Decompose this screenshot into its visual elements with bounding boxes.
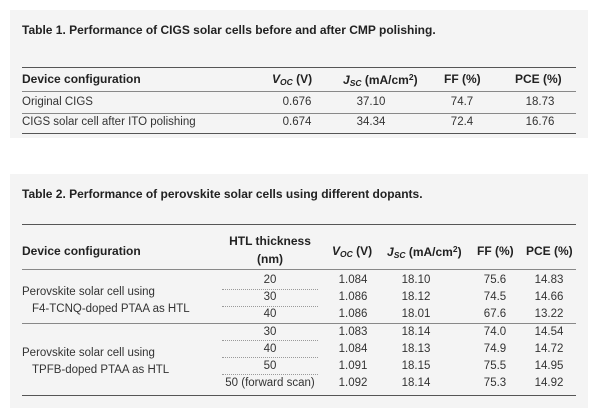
jsc-cell: 18.14 bbox=[401, 377, 431, 389]
pce-cell: 14.95 bbox=[534, 360, 564, 372]
pce-cell: 14.72 bbox=[534, 343, 564, 355]
voc-cell: 0.674 bbox=[282, 116, 312, 128]
row-divider bbox=[222, 340, 318, 341]
table-2-header-pce: PCE (%) bbox=[526, 244, 573, 258]
table-2: Table 2. Performance of perovskite solar… bbox=[10, 174, 588, 408]
htl-cell: 40 bbox=[263, 343, 277, 355]
voc-cell: 1.092 bbox=[338, 377, 368, 389]
voc-cell: 1.086 bbox=[338, 291, 368, 303]
table-1-top-rule bbox=[22, 67, 576, 68]
jsc-cell: 18.01 bbox=[401, 308, 431, 320]
ff-cell: 75.6 bbox=[483, 274, 507, 286]
table-1-header-jsc: JSC (mA/cm2) bbox=[343, 72, 418, 88]
group-label-f4tcnq: Perovskite solar cell using F4-TCNQ-dope… bbox=[22, 286, 190, 315]
table-2-header-ff: FF (%) bbox=[477, 244, 514, 258]
table-1-header-ff: FF (%) bbox=[444, 72, 481, 86]
table-2-caption: Table 2. Performance of perovskite solar… bbox=[22, 187, 423, 201]
row-divider bbox=[222, 289, 318, 290]
table-2-header-htl: HTL thickness (nm) bbox=[229, 234, 311, 266]
ff-cell: 75.5 bbox=[483, 360, 507, 372]
jsc-cell: 18.10 bbox=[401, 274, 431, 286]
table-2-header-device: Device configuration bbox=[22, 244, 141, 258]
device-cell: CIGS solar cell after ITO polishing bbox=[22, 116, 196, 128]
table-1-bottom-rule bbox=[22, 133, 576, 134]
table-2-header-rule bbox=[22, 269, 576, 270]
table-1-row-rule bbox=[22, 113, 576, 114]
ff-cell: 67.6 bbox=[483, 308, 507, 320]
ff-cell: 75.3 bbox=[483, 377, 507, 389]
jsc-cell: 37.10 bbox=[356, 96, 386, 108]
voc-cell: 0.676 bbox=[282, 96, 312, 108]
table-1-caption: Table 1. Performance of CIGS solar cells… bbox=[22, 23, 436, 37]
table-2-header-voc: VOC (V) bbox=[332, 244, 373, 259]
row-divider bbox=[222, 306, 318, 307]
htl-cell: 50 bbox=[263, 360, 277, 372]
voc-cell: 1.084 bbox=[338, 274, 368, 286]
voc-cell: 1.091 bbox=[338, 360, 368, 372]
ff-cell: 74.0 bbox=[483, 326, 507, 338]
pce-cell: 14.66 bbox=[534, 291, 564, 303]
ff-cell: 74.5 bbox=[483, 291, 507, 303]
table-2-top-rule bbox=[22, 224, 576, 225]
htl-cell: 30 bbox=[263, 326, 277, 338]
voc-cell: 1.083 bbox=[338, 326, 368, 338]
pce-cell: 16.76 bbox=[525, 116, 555, 128]
pce-cell: 14.92 bbox=[534, 377, 564, 389]
jsc-cell: 18.14 bbox=[401, 326, 431, 338]
pce-cell: 14.83 bbox=[534, 274, 564, 286]
table-2-header-jsc: JSC (mA/cm2) bbox=[387, 244, 462, 260]
ff-cell: 72.4 bbox=[450, 116, 474, 128]
table-2-group-rule bbox=[22, 323, 576, 324]
jsc-cell: 18.15 bbox=[401, 360, 431, 372]
jsc-cell: 18.13 bbox=[401, 343, 431, 355]
pce-cell: 18.73 bbox=[525, 96, 555, 108]
htl-cell: 20 bbox=[263, 274, 277, 286]
table-2-bottom-rule bbox=[22, 395, 576, 396]
device-cell: Original CIGS bbox=[22, 96, 93, 108]
pce-cell: 13.22 bbox=[534, 308, 564, 320]
table-1-header-rule bbox=[22, 91, 576, 92]
ff-cell: 74.7 bbox=[450, 96, 474, 108]
htl-cell: 40 bbox=[263, 308, 277, 320]
htl-cell: 50 (forward scan) bbox=[225, 377, 315, 389]
voc-cell: 1.084 bbox=[338, 343, 368, 355]
row-divider bbox=[222, 357, 318, 358]
table-1-header-voc: VOC (V) bbox=[272, 72, 313, 87]
voc-cell: 1.086 bbox=[338, 308, 368, 320]
row-divider bbox=[222, 374, 318, 375]
pce-cell: 14.54 bbox=[534, 326, 564, 338]
table-1-header-device: Device configuration bbox=[22, 72, 141, 86]
ff-cell: 74.9 bbox=[483, 343, 507, 355]
htl-cell: 30 bbox=[263, 291, 277, 303]
jsc-cell: 34.34 bbox=[356, 116, 386, 128]
table-1: Table 1. Performance of CIGS solar cells… bbox=[10, 10, 588, 138]
table-1-header-pce: PCE (%) bbox=[515, 72, 562, 86]
group-label-tpfb: Perovskite solar cell using TPFB-doped P… bbox=[22, 347, 170, 376]
jsc-cell: 18.12 bbox=[401, 291, 431, 303]
